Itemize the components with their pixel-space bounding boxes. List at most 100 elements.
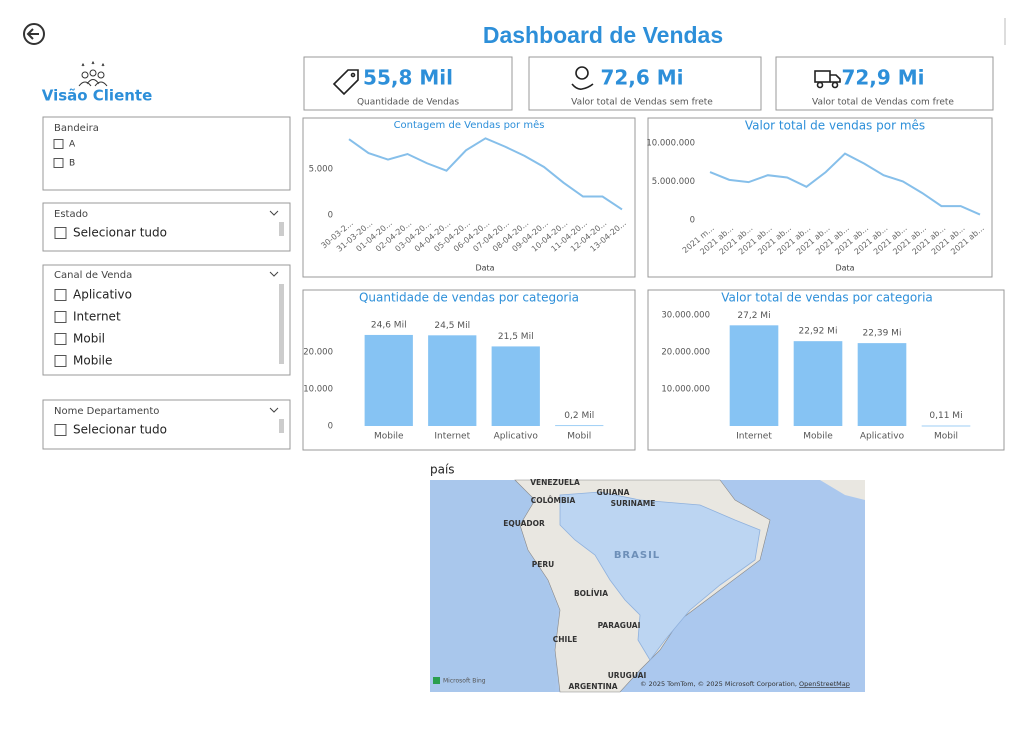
slicer: [42, 202, 291, 252]
bar: [491, 346, 540, 426]
x-tick-label: Aplicativo: [860, 432, 905, 442]
data-label: 0,11 Mi: [929, 411, 962, 421]
bar: [428, 335, 477, 426]
map-label: VENEZUELA: [530, 478, 580, 487]
map-label: PERU: [532, 560, 555, 569]
kpi-value: 72,6 Mi: [600, 66, 683, 90]
slicer-chevron[interactable]: [269, 407, 279, 413]
map-label: BRASIL: [614, 550, 660, 561]
chart-panel: [647, 117, 993, 278]
y-tick-label: 10.000.000: [661, 384, 710, 394]
kpi-label: Valor total de Vendas com frete: [812, 98, 954, 108]
x-axis-title: Data: [475, 264, 494, 273]
bar: [555, 425, 604, 427]
map-title: país: [430, 463, 455, 477]
checkbox[interactable]: [53, 139, 64, 149]
slicer-option: B: [69, 159, 75, 169]
checkbox[interactable]: [54, 311, 67, 323]
bar: [921, 425, 971, 427]
back-button[interactable]: [23, 23, 45, 45]
page-subtitle: Visão Cliente: [42, 87, 153, 105]
kpi-label: Quantidade de Vendas: [357, 98, 459, 108]
bar: [857, 343, 907, 426]
y-tick-label: 5.000.000: [652, 177, 695, 187]
map-label: URUGUAI: [608, 671, 647, 680]
kpi-value: 55,8 Mil: [363, 66, 453, 90]
chart-title: Valor total de vendas por categoria: [721, 291, 933, 305]
y-tick-label: 10.000: [303, 384, 333, 394]
attribution-link[interactable]: OpenStreetMap: [799, 680, 850, 688]
x-axis-title: Data: [835, 264, 854, 273]
y-tick-label: 0: [328, 422, 333, 432]
bar: [364, 334, 413, 426]
client-icon: [78, 60, 108, 87]
scrollbar: [279, 284, 284, 364]
x-tick-label: Mobile: [803, 432, 833, 442]
checkbox[interactable]: [54, 227, 67, 239]
bar: [793, 341, 843, 426]
checkbox[interactable]: [53, 158, 64, 168]
slicer-title: Nome Departamento: [54, 406, 159, 417]
x-tick-label: Internet: [736, 432, 772, 442]
x-tick-label: Mobile: [374, 432, 404, 442]
truck-icon: [814, 70, 841, 89]
y-tick-label: 20.000.000: [661, 347, 710, 357]
map-label: SURINAME: [611, 499, 656, 508]
map-label: CHILE: [553, 635, 577, 644]
map-label: BOLÍVIA: [574, 589, 608, 598]
y-tick-label: 5.000: [309, 164, 333, 174]
line: [348, 137, 623, 211]
x-tick-label: Mobil: [934, 432, 958, 442]
bar: [729, 325, 779, 426]
data-label: 21,5 Mil: [498, 332, 534, 342]
slicer: [42, 399, 291, 450]
page-title: Dashboard de Vendas: [483, 22, 723, 48]
slicer-title: Canal de Venda: [54, 270, 132, 281]
checkbox[interactable]: [54, 333, 67, 345]
map-label: PARAGUAI: [598, 621, 641, 630]
slicer-option: Selecionar tudo: [73, 226, 167, 240]
kpi-card: [528, 56, 762, 111]
chart-title: Contagem de Vendas por mês: [394, 119, 545, 131]
checkbox[interactable]: [54, 424, 67, 436]
slicer-title: Bandeira: [54, 123, 99, 134]
bing-logo: [433, 677, 440, 684]
map-label: GUIANA: [597, 488, 630, 497]
slicer-chevron[interactable]: [269, 271, 279, 277]
y-tick-label: 20.000: [303, 347, 333, 357]
kpi-card: [303, 56, 513, 111]
kpi-value: 72,9 Mi: [841, 66, 924, 90]
y-tick-label: 0: [690, 216, 695, 226]
slicer-chevron[interactable]: [269, 210, 279, 216]
data-label: 27,2 Mi: [737, 311, 770, 321]
map-label: EQUADOR: [503, 519, 545, 528]
x-tick-label: Internet: [434, 432, 470, 442]
slicer-title: Estado: [54, 209, 88, 220]
sale-icon: [332, 69, 359, 96]
slicer: [42, 116, 291, 191]
data-label: 24,6 Mil: [371, 320, 407, 330]
slicer-option: Selecionar tudo: [73, 423, 167, 437]
scrollbar: [279, 419, 284, 433]
map-label: ARGENTINA: [568, 682, 617, 691]
slicer-option: Aplicativo: [73, 288, 132, 302]
map-attribution: © 2025 TomTom, © 2025 Microsoft Corporat…: [640, 680, 850, 688]
data-label: 24,5 Mil: [434, 321, 470, 331]
map-logo: Microsoft Bing: [443, 678, 486, 685]
chart-title: Valor total de vendas por mês: [745, 119, 925, 133]
checkbox[interactable]: [54, 289, 67, 301]
back-arrow: [26, 28, 39, 40]
slicer-option: Mobile: [73, 354, 112, 368]
checkbox[interactable]: [54, 355, 67, 367]
scrollbar: [279, 222, 284, 236]
map-label: COLÔMBIA: [531, 496, 576, 505]
map: [430, 479, 865, 693]
y-tick-label: 30.000.000: [661, 310, 710, 320]
data-label: 22,39 Mi: [863, 329, 902, 339]
money-icon: [571, 66, 594, 90]
attribution-text: © 2025 TomTom, © 2025 Microsoft Corporat…: [640, 680, 799, 688]
chart-panel: [302, 117, 636, 278]
line: [709, 152, 981, 216]
x-tick-label: Mobil: [567, 432, 591, 442]
